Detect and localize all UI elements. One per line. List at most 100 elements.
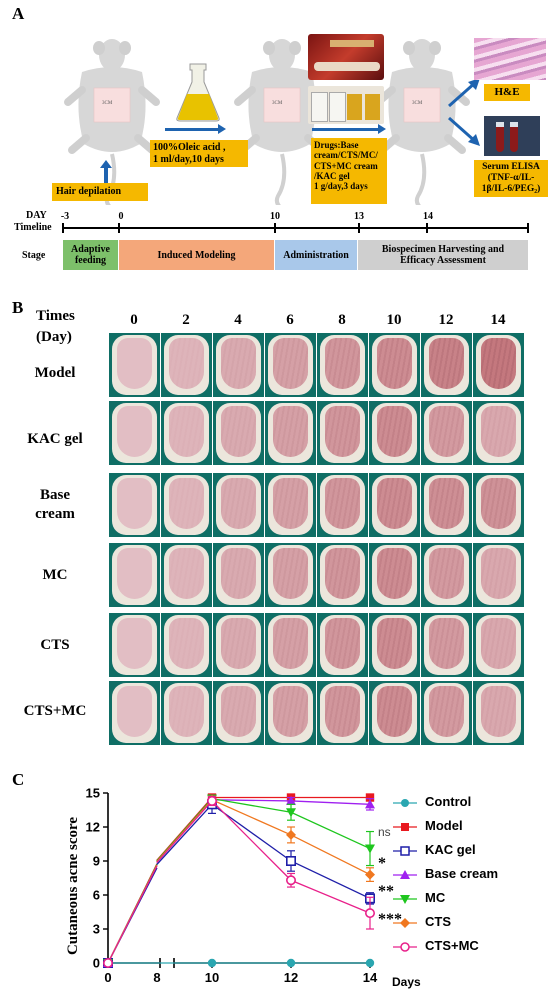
- drugs-line-1: Drugs:Base: [314, 140, 359, 150]
- point-control: [207, 958, 217, 968]
- serum-line-3: 1β/IL-6/PEG₂): [481, 183, 541, 194]
- point-cts: [286, 829, 296, 840]
- panel-b-letter: B: [12, 298, 24, 317]
- he-box: H&E: [484, 84, 530, 101]
- legend-swatch-kac-gel: [393, 846, 417, 856]
- skin-photo: [265, 473, 316, 537]
- x-axis-label: Days: [392, 975, 421, 989]
- timeline-label-timeline: Timeline: [14, 222, 52, 233]
- oleic-box: 100%Oleic acid , 1 ml/day,10 days: [150, 140, 248, 167]
- skin-photo: [161, 401, 212, 465]
- timeline-tick: [118, 223, 120, 233]
- skin-photo: [369, 681, 420, 745]
- sig-ns: ns: [378, 825, 391, 839]
- x-tick-label: 10: [205, 970, 219, 985]
- day-label: 0: [130, 312, 138, 328]
- skin-photo: [369, 401, 420, 465]
- timeline-axis: [62, 227, 528, 229]
- y-tick-label: 15: [86, 786, 100, 801]
- skin-photo: [317, 401, 368, 465]
- day-label: 8: [338, 312, 346, 328]
- up-arrow-icon: [100, 160, 112, 184]
- legend-label-kac-gel: KAC gel: [425, 842, 476, 857]
- skin-photo: [265, 543, 316, 607]
- timeline-tick: [527, 223, 529, 233]
- drugs-line-3: CTS+MC cream: [314, 160, 378, 171]
- y-tick-label: 0: [93, 956, 100, 971]
- point-cts-mc: [364, 908, 375, 919]
- skin-photo: [421, 333, 472, 397]
- sig-2star: **: [378, 883, 394, 900]
- skin-photo: [109, 333, 160, 397]
- timeline-label-day: DAY: [26, 210, 47, 221]
- x-tick-label: 0: [104, 970, 111, 985]
- skin-photo: [421, 613, 472, 677]
- legend-swatch-cts: [393, 918, 417, 928]
- skin-photo: [473, 543, 524, 607]
- panel-c-letter: C: [12, 770, 25, 789]
- skin-photo: [369, 613, 420, 677]
- stage-biospecimen: Biospecimen Harvesting and Efficacy Asse…: [358, 240, 528, 270]
- skin-photo: [317, 613, 368, 677]
- he-histology-image: [474, 38, 546, 80]
- oleic-line-1: 100%Oleic acid ,: [153, 142, 226, 153]
- skin-photo: [213, 401, 264, 465]
- skin-photo: [317, 543, 368, 607]
- skin-photo: [317, 333, 368, 397]
- serum-box: Serum ELISA (TNF-α/IL- 1β/IL-6/PEG₂): [474, 160, 548, 197]
- point-cts: [365, 869, 375, 880]
- skin-photo: [473, 401, 524, 465]
- point-cts-mc: [207, 795, 218, 806]
- skin-photo: [213, 333, 264, 397]
- skin-photo: [421, 401, 472, 465]
- skin-photo: [473, 333, 524, 397]
- group-label-base-cream: Base cream: [35, 487, 75, 522]
- serum-line-1: Serum ELISA: [482, 162, 540, 172]
- stage-induced-modeling: Induced Modeling: [119, 240, 274, 270]
- series-line-cts-mc: [107, 799, 371, 964]
- skin-photo: [265, 401, 316, 465]
- skin-photo: [317, 473, 368, 537]
- skin-photo: [109, 681, 160, 745]
- timeline-tick: [274, 223, 276, 233]
- skin-photo: [213, 613, 264, 677]
- x-tick-label: 8: [153, 970, 160, 985]
- flask-icon: [176, 63, 220, 122]
- timeline-tick: [62, 223, 64, 233]
- point-cts-mc: [103, 958, 114, 969]
- timeline-tick-label: 13: [354, 211, 364, 222]
- group-label-cts: CTS: [40, 637, 70, 653]
- y-tick-label: 12: [86, 820, 100, 835]
- skin-photo: [213, 473, 264, 537]
- legend-label-base-cream: Base cream: [425, 866, 498, 881]
- legend-label-model: Model: [425, 818, 463, 833]
- diagonal-arrows: [448, 78, 480, 146]
- legend-label-cts: CTS: [425, 914, 451, 929]
- skin-photo: [421, 681, 472, 745]
- group-label-kac-gel: KAC gel: [27, 431, 83, 447]
- day-label: 2: [182, 312, 190, 328]
- group-label-model: Model: [34, 365, 76, 381]
- skin-photo: [213, 543, 264, 607]
- x-tick-label: 14: [363, 970, 378, 985]
- day-label: 10: [386, 312, 402, 328]
- timeline-tick: [358, 223, 360, 233]
- drugs-line-4: /KAC gel: [314, 171, 350, 182]
- point-base-cream: [286, 795, 296, 805]
- skin-photo: [421, 473, 472, 537]
- skin-photo: [421, 543, 472, 607]
- sig-1star: *: [378, 855, 386, 872]
- drugs-box: Drugs:Base cream/CTS/MC/ CTS+MC cream /K…: [311, 138, 387, 204]
- point-control: [286, 958, 296, 968]
- day-label: 14: [490, 312, 506, 328]
- skin-photo: [369, 333, 420, 397]
- skin-photo: [473, 613, 524, 677]
- serum-line-2: (TNF-α/IL-: [487, 172, 535, 183]
- group-label-cts-mc: CTS+MC: [23, 703, 87, 719]
- legend-swatch-mc: [393, 895, 417, 904]
- point-control: [365, 958, 375, 968]
- point-mc: [365, 844, 375, 854]
- point-kac-gel: [285, 856, 296, 867]
- timeline-tick-label: 0: [118, 211, 124, 222]
- point-cts-mc: [285, 875, 296, 886]
